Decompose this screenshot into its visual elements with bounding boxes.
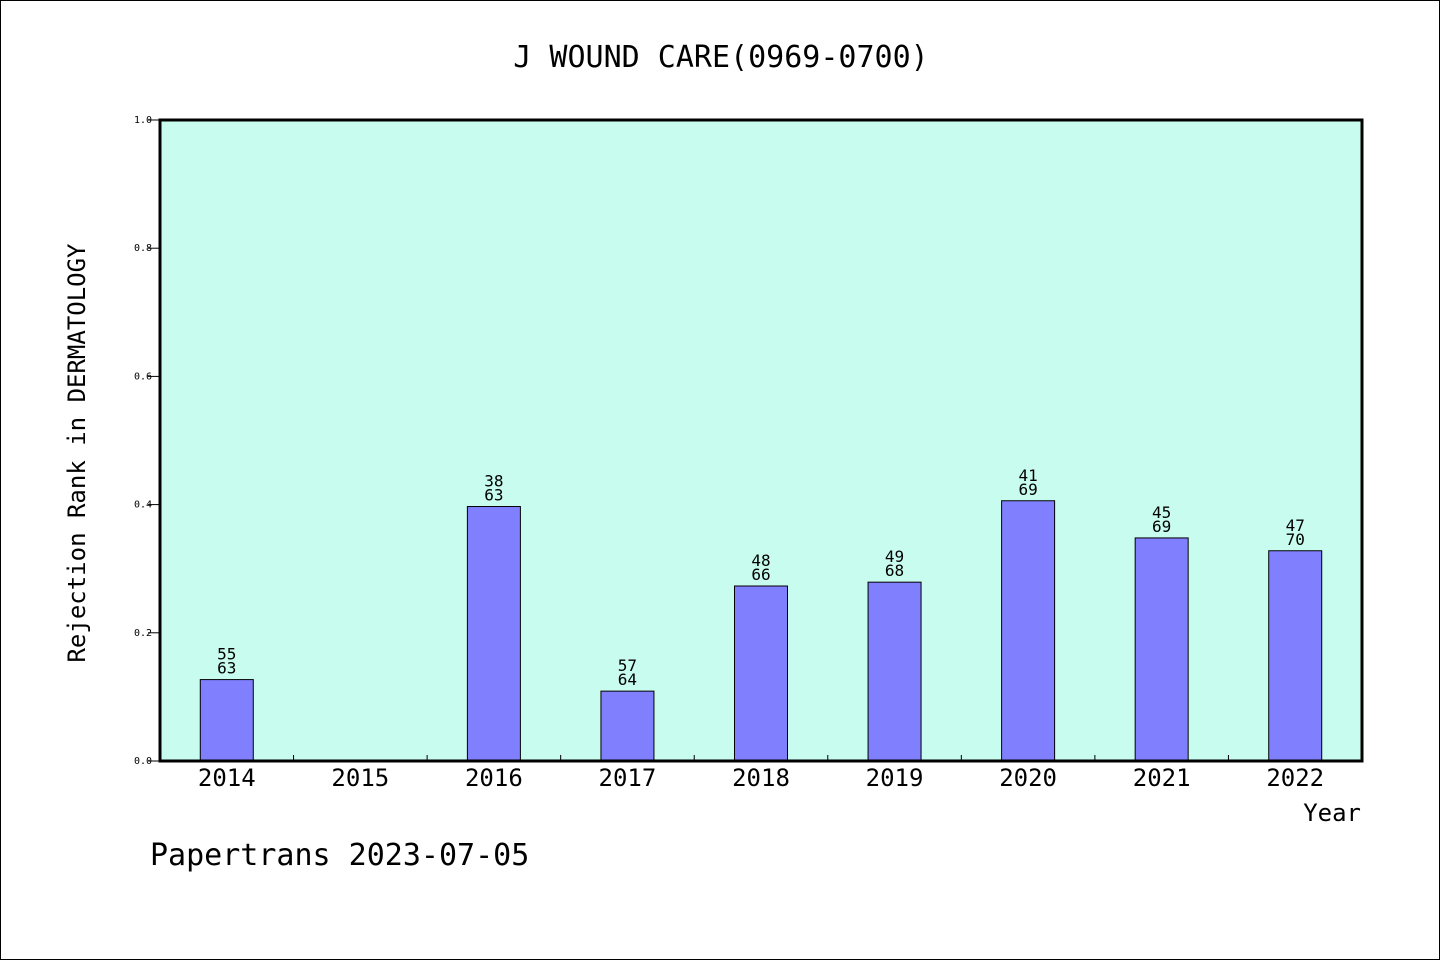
x-tick-label-2021: 2021 [1133, 764, 1191, 792]
bar-2018 [734, 585, 788, 762]
bar-2014 [199, 679, 254, 762]
plot-border [158, 118, 1364, 763]
bar-2021 [1134, 537, 1189, 762]
y-axis: 0.0 0.2 0.4 0.6 0.8 1.0 [134, 115, 160, 767]
chart-title: J WOUND CARE(0969-0700) [513, 40, 928, 75]
bar-label-bottom-2016: 63 [484, 486, 503, 505]
bar-2017 [600, 690, 655, 762]
y-axis-label: Rejection Rank in DERMATOLOGY [63, 243, 91, 663]
bar-2020 [1001, 500, 1056, 762]
bar-2016 [466, 506, 521, 762]
footer-credit: Papertrans 2023-07-05 [150, 838, 529, 873]
bar-label-bottom-2018: 66 [751, 565, 770, 584]
y-tick-label: 0.8 [134, 243, 152, 254]
bar-label-bottom-2020: 69 [1018, 480, 1037, 499]
x-tick-label-2022: 2022 [1266, 764, 1324, 792]
bar-2022 [1268, 550, 1323, 762]
x-tick-label-2017: 2017 [599, 764, 657, 792]
y-tick-label: 0.2 [134, 628, 152, 639]
bar-label-bottom-2021: 69 [1152, 517, 1171, 536]
bar-label-top-2021: 45 [1152, 503, 1171, 522]
y-tick-label: 0.4 [134, 500, 152, 511]
y-tick-label: 0.6 [134, 371, 152, 382]
y-tick-label: 1.0 [134, 115, 152, 126]
bar-label-bottom-2022: 70 [1286, 530, 1305, 549]
bar-label-top-2022: 47 [1286, 516, 1305, 535]
x-tick-label-2018: 2018 [732, 764, 790, 792]
x-axis-label: Year [1303, 799, 1361, 827]
bar-2019 [867, 581, 922, 762]
bar-label-top-2016: 38 [484, 472, 503, 491]
x-tick-label-2020: 2020 [999, 764, 1057, 792]
x-axis: 2014 2015 2016 2017 2018 2019 2020 2021 2022 [198, 755, 1324, 792]
bar-label-top-2018: 48 [751, 551, 770, 570]
x-tick-label-2014: 2014 [198, 764, 256, 792]
x-tick-label-2019: 2019 [866, 764, 924, 792]
bar-label-top-2014: 55 [217, 645, 236, 664]
y-tick-label: 0.0 [134, 756, 152, 767]
bar-label-bottom-2014: 63 [217, 659, 236, 678]
bar-label-bottom-2017: 64 [618, 670, 637, 689]
x-tick-label-2015: 2015 [331, 764, 389, 792]
bar-label-top-2020: 41 [1018, 466, 1037, 485]
bar-label-top-2019: 49 [885, 547, 904, 566]
bar-label-top-2017: 57 [618, 656, 637, 675]
bar-label-bottom-2019: 68 [885, 561, 904, 580]
x-tick-label-2016: 2016 [465, 764, 523, 792]
